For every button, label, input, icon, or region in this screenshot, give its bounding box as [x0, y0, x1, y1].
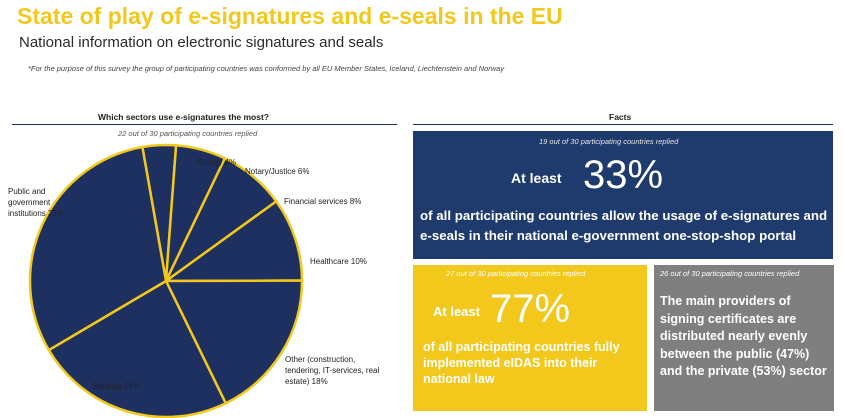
fact-eidas-at-least: At least: [433, 304, 480, 319]
fact-eidas-text: of all participating countries fully imp…: [423, 340, 620, 386]
pie-slice-other: [164, 279, 304, 405]
fact-providers-text: The main providers of signing certificat…: [660, 294, 827, 378]
fact-portal-percentage: 33%: [583, 153, 664, 197]
pie-label-energy: Energy 4%: [197, 158, 237, 167]
facts-heading: Facts: [609, 112, 632, 122]
fact-eidas-replied-note: 27 out of 30 participating countries rep…: [446, 269, 586, 278]
fact-box-providers: 26 out of 30 participating countries rep…: [654, 265, 834, 411]
pie-label-notary-justice: Notary/Justice 6%: [245, 167, 310, 176]
pie-slice-banking: [47, 279, 227, 418]
fact-box-eidas: 27 out of 30 participating countries rep…: [413, 265, 647, 411]
fact-portal-at-least: At least: [511, 170, 562, 186]
fact-eidas-percentage: 77%: [490, 287, 571, 331]
pie-slice-healthcare: [164, 200, 304, 283]
fact-providers-replied-note: 26 out of 30 participating countries rep…: [660, 269, 800, 278]
sectors-pie-chart: [28, 143, 304, 418]
sectors-heading: Which sectors use e-signatures the most?: [98, 112, 269, 122]
fact-box-portal: 19 out of 30 participating countries rep…: [413, 131, 833, 259]
page-subtitle: National information on electronic signa…: [19, 34, 384, 51]
survey-footnote: *For the purpose of this survey the grou…: [28, 64, 505, 73]
pie-label-financial-services: Financial services 8%: [284, 197, 362, 206]
pie-label-public-government: Public and government institutions 31%: [8, 187, 65, 218]
sectors-replied-note: 22 out of 30 participating countries rep…: [118, 129, 258, 138]
pie-label-other: Other (construction, tendering, IT-servi…: [285, 355, 380, 386]
pie-label-healthcare: Healthcare 10%: [310, 257, 367, 266]
sectors-divider: [12, 124, 397, 125]
page-title: State of play of e-signatures and e-seal…: [17, 3, 563, 29]
pie-slice-public-government: [28, 145, 168, 352]
fact-portal-text: of all participating countries allow the…: [420, 208, 828, 243]
facts-divider: [413, 124, 833, 125]
fact-portal-replied-note: 19 out of 30 participating countries rep…: [539, 137, 679, 146]
pie-label-banking: Banking 24%: [93, 382, 141, 391]
